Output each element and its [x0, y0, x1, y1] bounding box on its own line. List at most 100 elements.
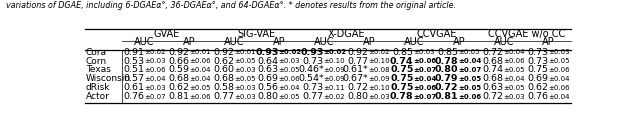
Text: AUC: AUC	[314, 37, 335, 47]
Text: ±0.06: ±0.06	[548, 67, 570, 73]
Text: GVAE: GVAE	[154, 29, 180, 39]
Text: 0.67*: 0.67*	[343, 74, 369, 83]
Text: 0.72: 0.72	[348, 83, 369, 92]
Text: 0.85: 0.85	[392, 48, 413, 57]
Text: ±0.02: ±0.02	[279, 49, 302, 55]
Text: 0.62: 0.62	[213, 57, 234, 66]
Text: Actor: Actor	[86, 92, 110, 101]
Text: ±0.10: ±0.10	[324, 58, 346, 64]
Text: ±0.06: ±0.06	[189, 94, 211, 99]
Text: ±0.03: ±0.03	[413, 49, 435, 55]
Text: ±0.03: ±0.03	[234, 67, 255, 73]
Text: 0.51: 0.51	[123, 65, 144, 74]
Text: ±0.04: ±0.04	[413, 76, 437, 82]
Text: dRisk: dRisk	[86, 83, 111, 92]
Text: 0.59: 0.59	[168, 65, 189, 74]
Text: ±0.05: ±0.05	[458, 76, 481, 82]
Text: 0.57: 0.57	[123, 74, 144, 83]
Text: ±0.04: ±0.04	[279, 85, 300, 91]
Text: ±0.05: ±0.05	[189, 85, 211, 91]
Text: ±0.01: ±0.01	[234, 49, 255, 55]
Text: 0.68: 0.68	[213, 74, 234, 83]
Text: 0.77: 0.77	[213, 92, 234, 101]
Text: 0.73: 0.73	[303, 83, 324, 92]
Text: ±0.08: ±0.08	[369, 67, 390, 73]
Text: 0.73: 0.73	[527, 57, 548, 66]
Text: 0.74: 0.74	[482, 65, 503, 74]
Text: 0.80: 0.80	[348, 92, 369, 101]
Text: Cora: Cora	[86, 48, 107, 57]
Text: Wisconsin: Wisconsin	[86, 74, 131, 83]
Text: SIG-VAE: SIG-VAE	[238, 29, 276, 39]
Text: ±0.02: ±0.02	[324, 49, 347, 55]
Text: 0.92: 0.92	[168, 48, 189, 57]
Text: CCVGAE: CCVGAE	[416, 29, 456, 39]
Text: 0.93: 0.93	[300, 48, 324, 57]
Text: 0.61: 0.61	[123, 83, 144, 92]
Text: ±0.05: ±0.05	[279, 94, 300, 99]
Text: ±0.06: ±0.06	[144, 67, 166, 73]
Text: 0.64: 0.64	[258, 57, 279, 66]
Text: 0.77: 0.77	[348, 57, 369, 66]
Text: 0.81: 0.81	[168, 92, 189, 101]
Text: 0.61*: 0.61*	[343, 65, 369, 74]
Text: ±0.04: ±0.04	[548, 94, 570, 99]
Text: AP: AP	[363, 37, 375, 47]
Text: 0.81: 0.81	[435, 92, 458, 101]
Text: ±0.03: ±0.03	[503, 94, 525, 99]
Text: ±0.02: ±0.02	[324, 94, 345, 99]
Text: ±0.05: ±0.05	[458, 85, 481, 91]
Text: 0.46*: 0.46*	[298, 65, 324, 74]
Text: 0.76: 0.76	[527, 92, 548, 101]
Text: ±0.05: ±0.05	[503, 67, 525, 73]
Text: ±0.11: ±0.11	[324, 85, 346, 91]
Text: 0.63: 0.63	[482, 83, 503, 92]
Text: ±0.05: ±0.05	[458, 49, 480, 55]
Text: ±0.10: ±0.10	[369, 85, 390, 91]
Text: ±0.06: ±0.06	[413, 85, 436, 91]
Text: ±0.06: ±0.06	[279, 76, 300, 82]
Text: 0.53: 0.53	[123, 57, 144, 66]
Text: ±0.03: ±0.03	[369, 94, 390, 99]
Text: ±0.06: ±0.06	[413, 58, 436, 64]
Text: ±0.05: ±0.05	[548, 58, 570, 64]
Text: Texas: Texas	[86, 65, 111, 74]
Text: AUC: AUC	[404, 37, 424, 47]
Text: variations of DGAE, including 6-DGAEα°, 36-DGAEα°, and 64-DGAEα°. * denotes resu: variations of DGAE, including 6-DGAEα°, …	[6, 1, 456, 10]
Text: ±0.09: ±0.09	[324, 76, 346, 82]
Text: 0.80: 0.80	[435, 65, 458, 74]
Text: ±0.09: ±0.09	[369, 76, 390, 82]
Text: ±0.06: ±0.06	[503, 58, 525, 64]
Text: 0.72: 0.72	[482, 92, 503, 101]
Text: CCVGAE w/o CC: CCVGAE w/o CC	[488, 29, 564, 39]
Text: ±0.06: ±0.06	[548, 85, 570, 91]
Text: 0.68: 0.68	[168, 74, 189, 83]
Text: AP: AP	[452, 37, 465, 47]
Text: ±0.04: ±0.04	[144, 76, 166, 82]
Text: ±0.02: ±0.02	[369, 49, 390, 55]
Text: Corn: Corn	[86, 57, 107, 66]
Text: ±0.07: ±0.07	[144, 94, 166, 99]
Text: 0.69: 0.69	[527, 74, 548, 83]
Text: 0.92: 0.92	[213, 48, 234, 57]
Text: X-DGAE: X-DGAE	[328, 29, 365, 39]
Text: 0.73: 0.73	[303, 57, 324, 66]
Text: ±0.05: ±0.05	[234, 76, 255, 82]
Text: 0.75: 0.75	[390, 83, 413, 92]
Text: AUC: AUC	[134, 37, 155, 47]
Text: ±0.04: ±0.04	[503, 49, 525, 55]
Text: 0.78: 0.78	[435, 57, 458, 66]
Text: AP: AP	[542, 37, 555, 47]
Text: 0.58: 0.58	[213, 83, 234, 92]
Text: AP: AP	[273, 37, 285, 47]
Text: ±0.03: ±0.03	[144, 85, 166, 91]
Text: 0.91: 0.91	[123, 48, 144, 57]
Text: 0.93: 0.93	[255, 48, 279, 57]
Text: 0.56: 0.56	[258, 83, 279, 92]
Text: 0.75: 0.75	[527, 65, 548, 74]
Text: ±0.04: ±0.04	[503, 76, 525, 82]
Text: ±0.04: ±0.04	[189, 67, 211, 73]
Text: 0.85: 0.85	[437, 48, 458, 57]
Text: ±0.03: ±0.03	[234, 85, 255, 91]
Text: 0.66: 0.66	[168, 57, 189, 66]
